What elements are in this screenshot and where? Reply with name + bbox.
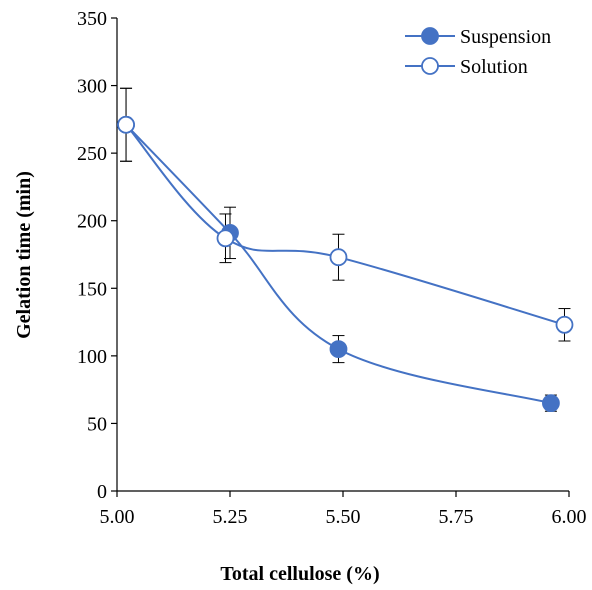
legend-label: Solution: [460, 56, 528, 78]
y-tick-label: 150: [77, 278, 107, 300]
y-tick-label: 350: [77, 8, 107, 30]
series-line-solution: [125, 124, 565, 326]
y-tick-label: 250: [77, 143, 107, 165]
axes: 5.00 5.25 5.50 5.75 6.00 0 50 100 150 200 250 300 3…: [77, 8, 587, 528]
legend-label: Suspension: [460, 26, 551, 48]
series-line-suspension: [125, 124, 552, 405]
x-ticks: 5.00 5.25 5.50 5.75 6.00: [100, 491, 587, 528]
plot-area: [117, 87, 574, 413]
x-tick-label: 5.75: [439, 506, 474, 528]
y-axis-title: Gelation time (min): [13, 171, 35, 339]
legend-marker: [421, 27, 439, 45]
x-tick-label: 5.25: [213, 506, 248, 528]
y-tick-label: 100: [77, 346, 107, 368]
x-axis-title: Total cellulose (%): [220, 563, 379, 585]
legend-marker: [421, 57, 439, 75]
data-point-solution: [117, 115, 135, 134]
y-tick-label: 50: [87, 413, 107, 435]
data-point-solution: [216, 229, 235, 248]
y-tick-label: 300: [77, 76, 107, 98]
legend: Suspension Solution: [405, 26, 551, 78]
data-point-suspension: [329, 340, 348, 359]
y-ticks: 0 50 100 150 200 250 300 350: [77, 8, 117, 503]
data-point-suspension: [542, 394, 560, 413]
data-point-solution: [555, 315, 574, 334]
x-tick-label: 5.00: [100, 506, 135, 528]
data-point-solution: [329, 248, 348, 267]
x-tick-label: 5.50: [326, 506, 361, 528]
x-tick-label: 6.00: [552, 506, 587, 528]
y-tick-label: 0: [97, 481, 107, 503]
y-tick-label: 200: [77, 211, 107, 233]
